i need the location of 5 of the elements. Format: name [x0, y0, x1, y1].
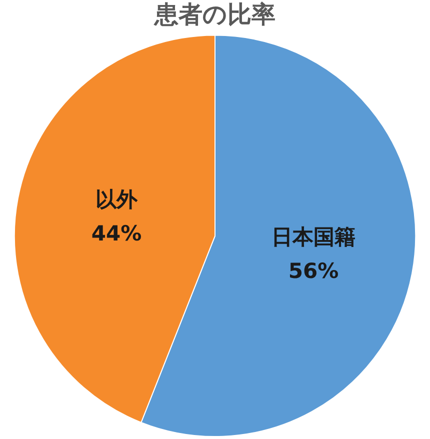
- chart-title: 患者の比率: [154, 0, 276, 29]
- slice-label: 以外: [95, 188, 138, 212]
- data-label: 56%: [288, 259, 339, 284]
- data-label: 44%: [91, 222, 142, 246]
- slice-label: 日本国籍: [272, 225, 356, 250]
